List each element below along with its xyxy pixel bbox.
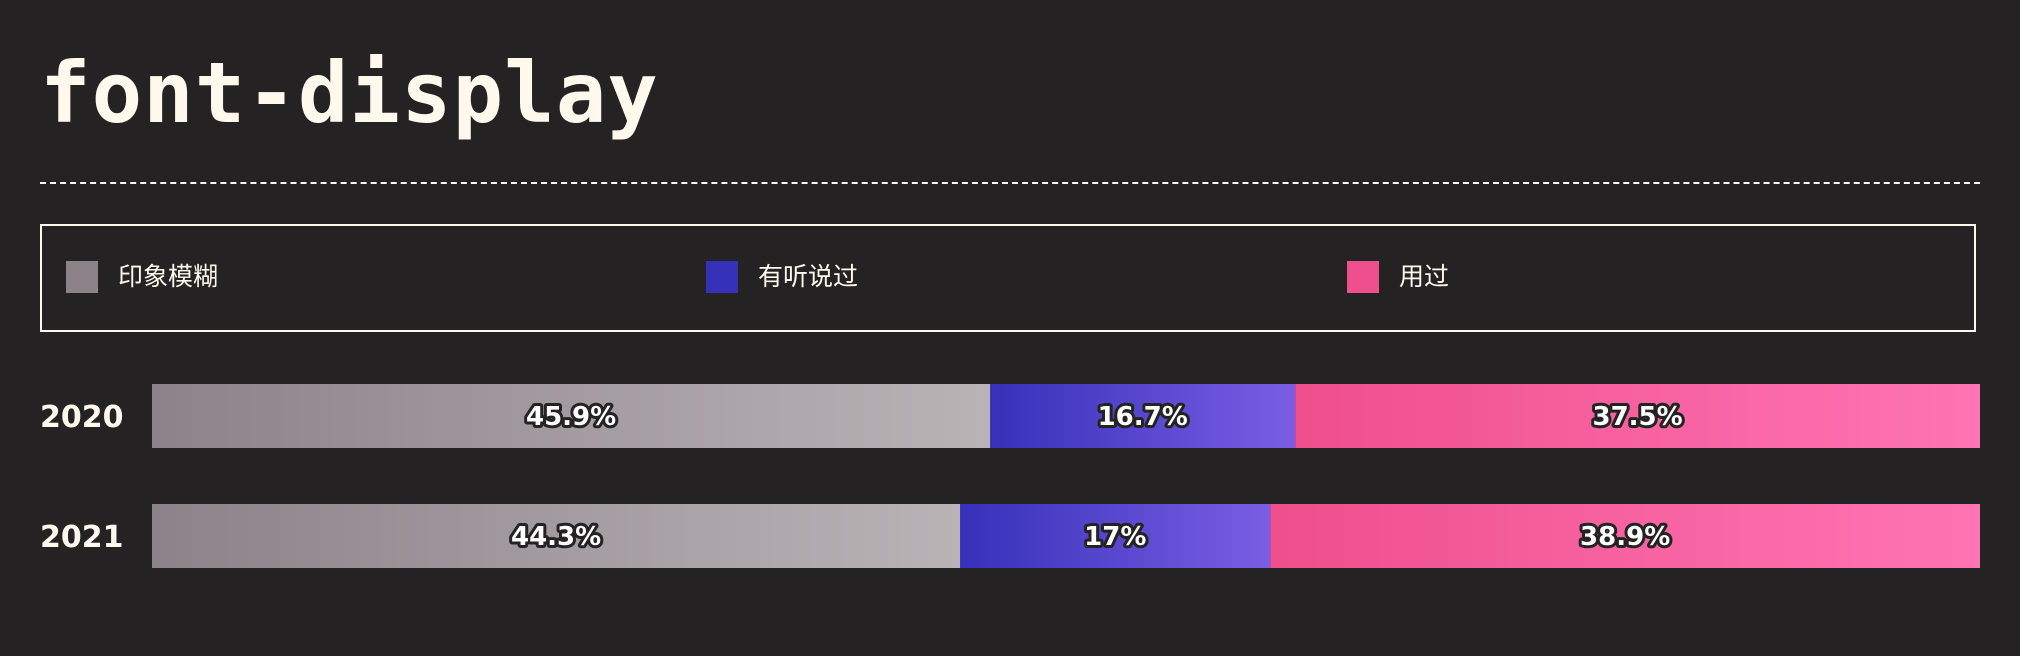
data-label-2020-1: 16.7% [1098, 402, 1188, 432]
data-label-2020-2: 37.5% [1592, 402, 1682, 432]
bar-segment-2021-1[interactable] [960, 504, 1271, 568]
data-label-2021-1: 17% [1084, 522, 1146, 552]
year-label-2021: 2021 [40, 520, 124, 555]
data-label-2021-2: 38.9% [1580, 522, 1670, 552]
legend-swatch-heard [706, 261, 738, 293]
legend-swatch-used [1347, 261, 1379, 293]
stacked-bar-chart: 2020 45.9% 16.7% 37.5% 2021 44.3% 17% 38.9% [40, 384, 1980, 568]
chart-legend: 印象模糊 有听说过 用过 [40, 224, 1976, 332]
legend-label-heard: 有听说过 [758, 262, 859, 291]
legend-item-heard: 有听说过 [706, 260, 858, 294]
bar-segment-2020-1[interactable] [990, 384, 1296, 448]
dashed-divider [40, 182, 1980, 184]
year-label-2020: 2020 [40, 400, 124, 435]
legend-item-used: 用过 [1347, 260, 1449, 294]
page-title: font-display [40, 44, 659, 142]
data-label-2020-0: 45.9% [526, 402, 616, 432]
data-label-2021-0: 44.3% [511, 522, 601, 552]
legend-label-vague: 印象模糊 [118, 262, 219, 291]
bar-segment-2020-2[interactable] [1295, 384, 1980, 448]
bar-segment-2020-0[interactable] [152, 384, 991, 448]
bar-segment-2021-0[interactable] [152, 504, 961, 568]
legend-label-used: 用过 [1399, 262, 1450, 291]
bar-segment-2021-2[interactable] [1270, 504, 1980, 568]
legend-swatch-vague [66, 261, 98, 293]
legend-item-vague: 印象模糊 [66, 260, 218, 294]
